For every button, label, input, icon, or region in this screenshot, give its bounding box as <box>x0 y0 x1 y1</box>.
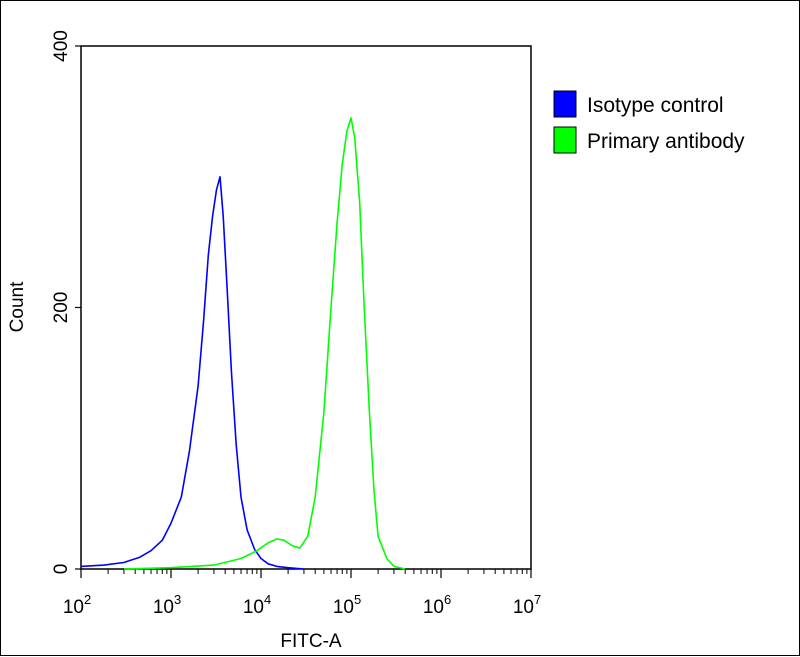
series-lines <box>80 117 406 570</box>
x-tick-base: 10 <box>153 597 174 618</box>
x-tick-base: 10 <box>423 597 444 618</box>
x-tick-exponent: 2 <box>84 592 91 607</box>
x-tick-exponent: 3 <box>174 592 181 607</box>
y-axis-ticks: 0 200 400 <box>51 30 81 574</box>
series-line-1 <box>123 117 406 570</box>
y-tick-label: 400 <box>51 30 72 62</box>
x-tick-exponent: 6 <box>444 592 451 607</box>
x-tick-exponent: 5 <box>354 592 361 607</box>
x-tick-label: 107 <box>513 592 541 618</box>
x-tick-exponent: 7 <box>534 592 541 607</box>
x-axis-ticks: 102 103 104 105 106 107 <box>63 569 541 618</box>
y-tick-label: 200 <box>51 292 72 324</box>
x-axis-label: FITC-A <box>280 631 342 652</box>
legend-swatch <box>553 90 577 118</box>
x-tick-base: 10 <box>63 597 84 618</box>
y-tick-label: 0 <box>51 564 72 575</box>
plot-area <box>80 45 532 570</box>
series-line-0 <box>80 176 304 570</box>
x-tick-label: 102 <box>63 592 91 618</box>
legend-label: Isotype control <box>587 94 724 117</box>
x-tick-label: 105 <box>333 592 361 618</box>
legend-label: Primary antibody <box>587 130 745 153</box>
x-tick-exponent: 4 <box>264 592 271 607</box>
x-tick-label: 103 <box>153 592 181 618</box>
x-tick-base: 10 <box>243 597 264 618</box>
x-tick-base: 10 <box>333 597 354 618</box>
x-tick-label: 104 <box>243 592 271 618</box>
y-axis-label: Count <box>7 281 28 332</box>
legend: Isotype control Primary antibody <box>553 90 745 154</box>
legend-swatch <box>553 126 577 154</box>
x-tick-label: 106 <box>423 592 451 618</box>
x-tick-base: 10 <box>513 597 534 618</box>
